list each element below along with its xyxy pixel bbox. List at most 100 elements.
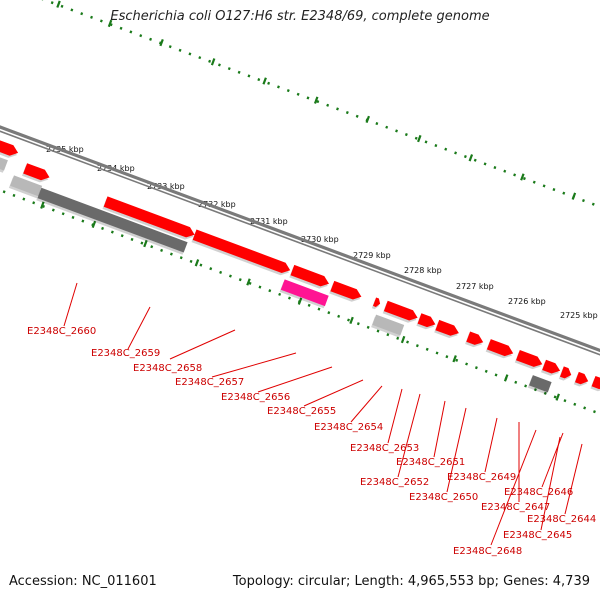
inner-tick: [122, 235, 123, 237]
inner-tick: [200, 264, 201, 266]
outer-tick-major: [57, 1, 59, 8]
gene-label: E2348C_2660: [27, 326, 96, 337]
inner-tick: [565, 399, 566, 401]
gene-feature: [193, 230, 291, 274]
inner-tick-major: [350, 317, 352, 324]
gene-label-leader: [351, 386, 382, 422]
outer-tick: [494, 166, 495, 168]
outer-tick: [386, 126, 387, 128]
inner-tick: [141, 242, 142, 244]
inner-tick: [181, 257, 182, 259]
gene-label: E2348C_2656: [221, 392, 290, 403]
scale-label: 2725 kbp: [560, 311, 598, 320]
outer-tick: [416, 137, 417, 139]
inner-tick: [594, 410, 595, 412]
outer-tick: [514, 174, 515, 176]
gene-label-leader: [64, 283, 77, 326]
gene-label-leader: [434, 401, 445, 457]
inner-tick: [279, 293, 280, 295]
outer-tick: [563, 192, 564, 194]
inner-tick: [338, 315, 339, 317]
outer-tick: [534, 181, 535, 183]
inner-tick: [348, 319, 349, 321]
gene-label: E2348C_2649: [447, 472, 516, 483]
inner-tick: [525, 385, 526, 387]
outer-tick: [317, 100, 318, 102]
inner-tick: [358, 323, 359, 325]
outer-tick-major: [470, 155, 472, 162]
inner-tick: [319, 308, 320, 310]
outer-tick: [524, 177, 525, 179]
gene-feature: [330, 281, 361, 300]
outer-tick: [593, 203, 594, 205]
inner-tick: [14, 194, 15, 196]
inner-tick: [309, 304, 310, 306]
inner-tick: [407, 341, 408, 343]
gene-features: [0, 137, 600, 395]
inner-tick: [496, 374, 497, 376]
gene-label-leader: [128, 307, 150, 349]
gene-label: E2348C_2653: [350, 443, 419, 454]
outer-tick: [189, 53, 190, 55]
inner-tick: [456, 359, 457, 361]
gene-feature: [23, 163, 49, 180]
outer-tick: [445, 148, 446, 150]
outer-tick: [239, 71, 240, 73]
inner-tick: [191, 260, 192, 262]
outer-tick: [337, 108, 338, 110]
outer-tick: [180, 49, 181, 51]
inner-tick: [240, 279, 241, 281]
outer-tick-major: [418, 135, 420, 142]
inner-tick-major: [505, 375, 507, 382]
gene-label: E2348C_2650: [409, 492, 478, 503]
inner-tick: [33, 202, 34, 204]
outer-tick: [249, 75, 250, 77]
outer-tick-ring: [42, 0, 600, 231]
inner-tick: [417, 345, 418, 347]
outer-tick: [485, 163, 486, 165]
gene-label: E2348C_2657: [175, 377, 244, 388]
outer-tick: [554, 188, 555, 190]
outer-tick: [52, 1, 53, 3]
backbone-line: [0, 125, 600, 357]
gene-labels: E2348C_2660E2348C_2659E2348C_2658E2348C_…: [27, 283, 596, 557]
outer-tick: [475, 159, 476, 161]
outer-tick: [140, 34, 141, 36]
outer-tick: [327, 104, 328, 106]
inner-tick: [260, 286, 261, 288]
inner-tick: [466, 363, 467, 365]
inner-tick-major: [93, 221, 95, 228]
outer-tick: [199, 56, 200, 58]
gene-label-leader: [542, 433, 563, 487]
gene-label-leader: [304, 380, 363, 406]
gene-label: E2348C_2647: [481, 502, 550, 513]
gene-label-leader: [170, 330, 235, 359]
outer-tick-major: [573, 193, 575, 200]
gene-label-leader: [212, 353, 296, 377]
inner-tick: [250, 282, 251, 284]
inner-tick: [63, 213, 64, 215]
inner-tick: [73, 216, 74, 218]
inner-tick-major: [144, 240, 146, 247]
outer-tick: [209, 60, 210, 62]
inner-tick: [476, 366, 477, 368]
inner-tick: [289, 297, 290, 299]
inner-tick: [171, 253, 172, 255]
scale-label: 2729 kbp: [353, 251, 391, 260]
map-title: Escherichia coli O127:H6 str. E2348/69, …: [0, 9, 600, 24]
inner-tick: [82, 220, 83, 222]
scale-label: 2726 kbp: [508, 297, 546, 306]
gene-label-leader: [485, 418, 497, 472]
outer-tick: [465, 155, 466, 157]
inner-tick: [486, 370, 487, 372]
inner-tick: [515, 381, 516, 383]
inner-tick: [378, 330, 379, 332]
inner-tick: [220, 271, 221, 273]
genome-summary: Topology: circular; Length: 4,965,553 bp…: [233, 574, 590, 589]
gene-label: E2348C_2644: [527, 514, 596, 525]
accession-text: Accession: NC_011601: [9, 574, 157, 589]
outer-tick: [150, 38, 151, 40]
inner-tick: [584, 407, 585, 409]
gene-label: E2348C_2652: [360, 477, 429, 488]
